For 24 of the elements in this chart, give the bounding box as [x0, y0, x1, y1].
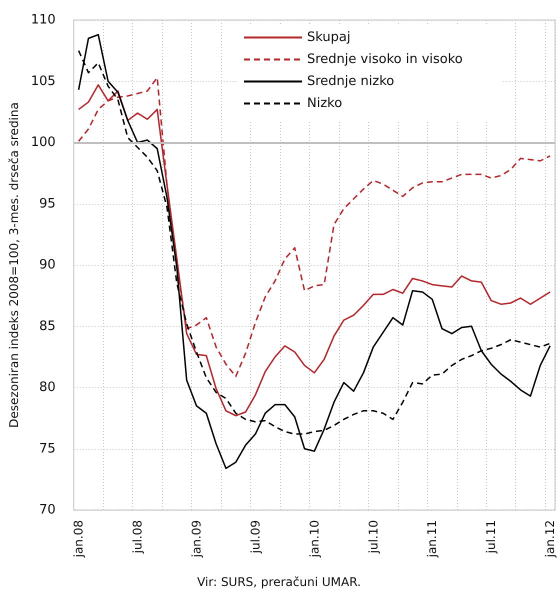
y-tick-label: 100 — [30, 135, 56, 150]
legend-label: Nizko — [307, 96, 342, 111]
legend-label: Skupaj — [307, 30, 350, 45]
y-tick-label: 90 — [39, 258, 56, 272]
x-tick-label: jul.08 — [130, 520, 145, 554]
x-tick-label: jan.10 — [307, 520, 322, 558]
y-tick-label: 70 — [39, 502, 56, 518]
x-tick-label: jan.08 — [72, 520, 86, 558]
x-tick-label: jul.11 — [484, 520, 498, 554]
text: Vir: SURS, preračuni UMAR. — [197, 575, 361, 589]
x-tick-label: jul.09 — [248, 520, 262, 554]
y-tick-label: 110 — [30, 12, 56, 28]
y-tick-label: 105 — [30, 74, 56, 89]
y-tick-label: 85 — [39, 318, 56, 334]
y-tick-label: 75 — [39, 441, 56, 456]
y-tick-label: 95 — [39, 196, 56, 212]
y-axis-title: Desezoniran indeks 2008=100, 3-mes. drseča sredina — [7, 102, 21, 428]
legend-label: Srednje visoko in visoko — [307, 52, 463, 67]
x-tick-label: jan.09 — [189, 520, 204, 558]
legend-label: Srednje nizko — [307, 74, 394, 89]
x-tick-label: jul.10 — [366, 520, 380, 554]
y-tick-label: 80 — [39, 380, 56, 395]
x-tick-label: jan.12 — [543, 520, 558, 558]
x-tick-label: jan.11 — [425, 520, 440, 558]
